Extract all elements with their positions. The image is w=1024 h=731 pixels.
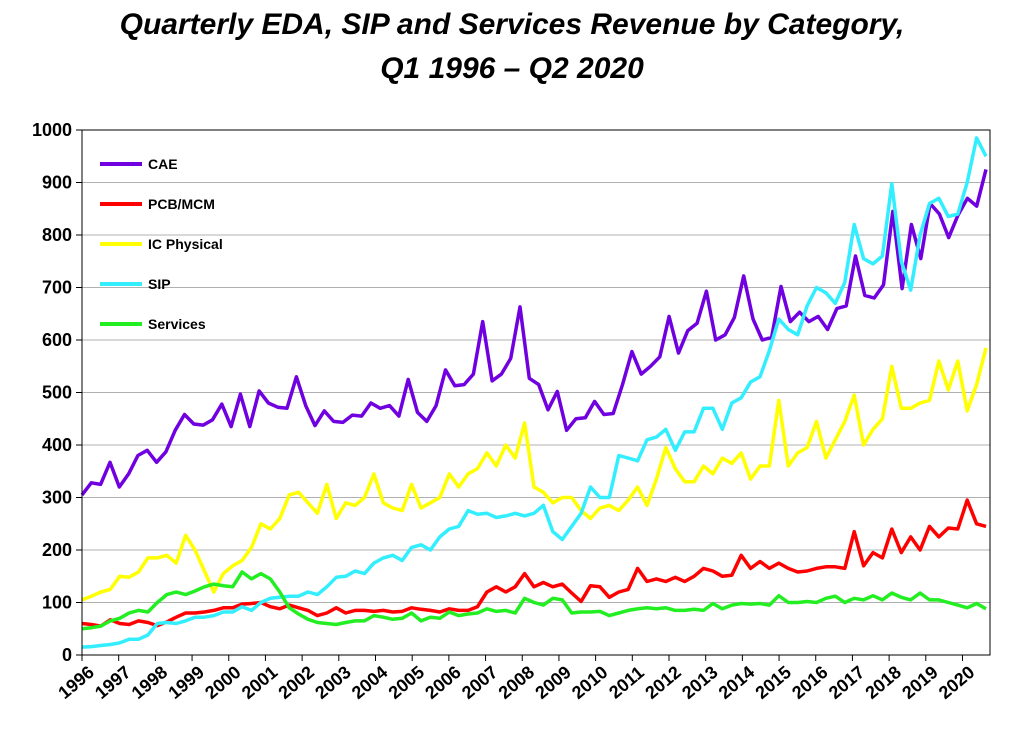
y-tick-label: 600 [42,330,72,350]
y-tick-label: 200 [42,540,72,560]
x-tick-label: 2004 [348,662,392,703]
series-line-cae [80,168,988,496]
y-tick-label: 100 [42,593,72,613]
y-tick-label: 300 [42,488,72,508]
legend-label: SIP [148,276,171,292]
x-tick-label: 2014 [715,662,759,703]
y-tick-label: 0 [62,645,72,665]
chart-title: Quarterly EDA, SIP and Services Revenue … [119,8,905,41]
x-tick-label: 1998 [128,662,172,703]
legend-label: IC Physical [148,236,223,252]
x-tick-label: 2015 [751,662,795,703]
legend-label: CAE [148,156,178,172]
y-tick-label: 700 [42,278,72,298]
x-tick-label: 1997 [91,662,135,703]
x-tick-label: 2009 [531,662,575,703]
y-tick-label: 900 [42,173,72,193]
legend-label: Services [148,316,206,332]
x-tick-label: 2016 [788,662,832,703]
x-tick-label: 2006 [421,662,465,703]
x-tick-label: 2013 [678,662,722,703]
legend-label: PCB/MCM [148,196,215,212]
x-axis-tick-labels: 1996199719981999200020012002200320042005… [54,662,978,703]
x-tick-label: 2000 [201,662,245,703]
x-tick-label: 2020 [935,662,979,703]
x-tick-label: 2010 [568,662,612,703]
x-tick-label: 2019 [898,662,942,703]
y-tick-label: 1000 [32,120,72,140]
series-lines [80,136,988,649]
y-tick-label: 800 [42,225,72,245]
plot-frame [81,129,991,656]
x-tick-label: 2012 [641,662,685,703]
legend: CAE PCB/MCM IC Physical SIP Services [100,156,223,332]
series-line-ic-physical [81,347,988,602]
x-tick-label: 2008 [495,662,539,703]
x-tick-label: 2005 [385,662,429,703]
x-tick-label: 2007 [458,662,502,703]
series-line-services [81,570,987,631]
x-tick-label: 2011 [605,662,648,702]
x-tick-label: 1999 [164,662,208,703]
y-tick-label: 400 [42,435,72,455]
y-axis-tick-labels: 0 100 200 300 400 500 600 700 800 900 1000 [32,120,72,665]
series-line-pcb-mcm [81,498,987,628]
series-line-sip [81,136,988,649]
x-tick-label: 2017 [825,662,869,703]
x-tick-label: 1996 [54,662,98,703]
plot-border [81,129,991,656]
x-tick-label: 2003 [311,662,355,703]
x-tick-label: 2002 [274,662,318,703]
x-tick-label: 2018 [861,662,905,703]
x-tick-label: 2001 [238,662,282,703]
chart-subtitle: Q1 1996 – Q2 2020 [380,52,644,85]
y-tick-label: 500 [42,383,72,403]
